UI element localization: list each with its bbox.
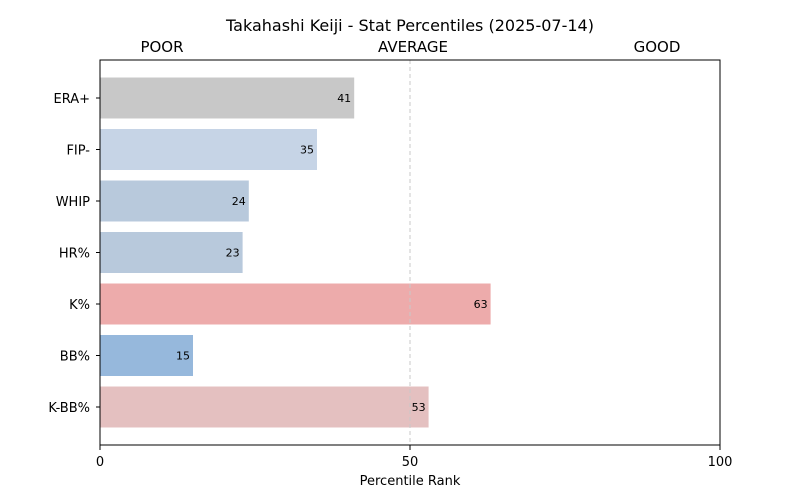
- bar-era: [100, 77, 355, 119]
- bars-layer: [100, 77, 491, 428]
- chart-title: Takahashi Keiji - Stat Percentiles (2025…: [225, 16, 594, 35]
- y-tick-label-era: ERA+: [53, 92, 90, 107]
- bar-fip: [100, 129, 317, 170]
- bar-whip: [100, 180, 249, 222]
- band-label-good: GOOD: [634, 38, 681, 56]
- y-tick-label-bb: BB%: [60, 350, 90, 365]
- value-label-era: 41: [337, 92, 351, 105]
- y-tick-label-whip: WHIP: [56, 195, 90, 210]
- value-labels-layer: 41 35 24 23 63 15 53: [176, 92, 488, 414]
- value-label-k-bb: 53: [412, 401, 426, 414]
- value-label-hr: 23: [226, 247, 240, 260]
- bar-k-bb: [100, 386, 429, 428]
- value-label-bb: 15: [176, 350, 190, 363]
- bar-bb: [100, 335, 193, 376]
- x-axis-ticks: 0 50 100: [96, 445, 733, 470]
- bar-k: [100, 283, 491, 325]
- x-tick-label-100: 100: [708, 455, 733, 470]
- x-axis-label: Percentile Rank: [360, 474, 461, 489]
- x-tick-label-50: 50: [402, 455, 419, 470]
- y-tick-label-k: K%: [69, 298, 90, 313]
- bar-hr: [100, 232, 243, 273]
- value-label-fip: 35: [300, 144, 314, 157]
- band-label-poor: POOR: [140, 38, 183, 56]
- value-label-whip: 24: [232, 195, 246, 208]
- y-tick-label-k-bb: K-BB%: [48, 401, 90, 416]
- value-label-k: 63: [474, 298, 488, 311]
- y-tick-label-fip: FIP-: [66, 144, 90, 159]
- y-axis-ticks: ERA+ FIP- WHIP HR% K% BB% K-BB%: [48, 92, 100, 416]
- band-label-average: AVERAGE: [378, 38, 448, 56]
- x-tick-label-0: 0: [96, 455, 104, 470]
- y-tick-label-hr: HR%: [59, 247, 90, 262]
